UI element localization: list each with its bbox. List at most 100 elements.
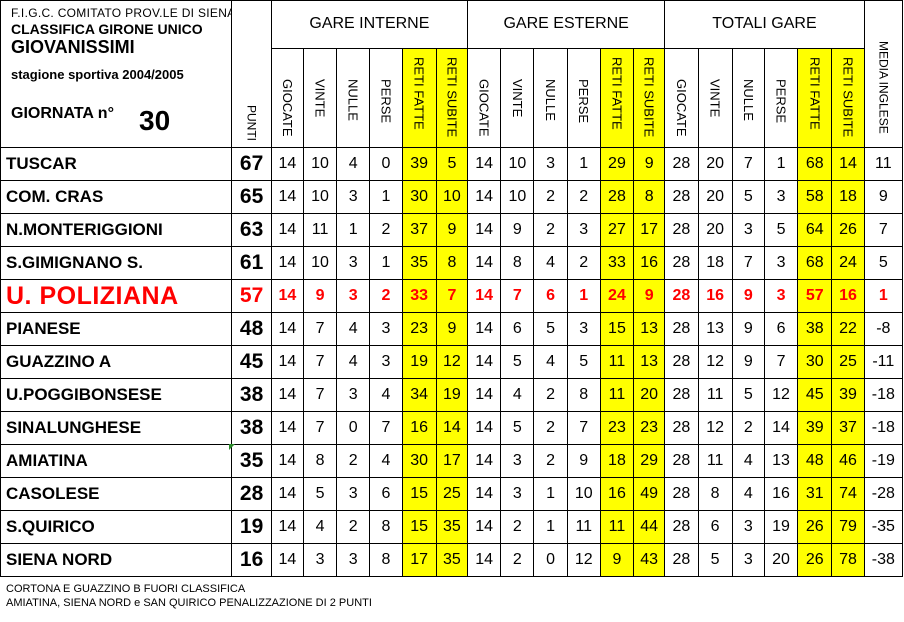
total-goals-against-cell: 24 <box>831 246 865 280</box>
total-drawn-cell: 3 <box>731 543 765 577</box>
total-won-cell: 11 <box>697 444 733 478</box>
subcolumn-label: RETI FATTE <box>609 57 625 130</box>
team-name: PIANESE <box>0 312 233 346</box>
away-goals-for-cell: 23 <box>599 411 635 445</box>
round-number: 30 <box>139 105 171 136</box>
away-won-cell: 4 <box>500 378 535 412</box>
total-drawn-cell: 4 <box>731 444 765 478</box>
total-goals-against-cell: 22 <box>831 312 865 346</box>
table-row: PIANESE 48 14 7 4 3 23 9 14 6 5 3 15 13 28 13 9 6 38 22 -8 <box>0 312 904 346</box>
home-goals-against-cell: 19 <box>435 378 469 412</box>
total-lost-cell: 13 <box>763 444 799 478</box>
total-goals-against-header: RETI SUBITE <box>831 48 865 148</box>
home-goals-against-cell: 35 <box>435 543 469 577</box>
total-played-cell: 28 <box>664 378 699 412</box>
away-drawn-cell: 2 <box>533 180 568 214</box>
home-played-cell: 14 <box>270 411 304 445</box>
standings-table: F.I.G.C. COMITATO PROV.LE DI SIENA CLASS… <box>0 0 904 577</box>
season-label: stagione sportiva 2004/2005 <box>11 67 184 82</box>
away-goals-for-cell: 27 <box>599 213 635 247</box>
total-played-cell: 28 <box>664 213 699 247</box>
away-lost-cell: 10 <box>566 477 601 511</box>
total-goals-against-cell: 78 <box>831 543 865 577</box>
away-played-cell: 14 <box>467 147 502 181</box>
away-played-cell: 14 <box>467 279 502 313</box>
away-lost-cell: 2 <box>566 180 601 214</box>
home-won-cell: 5 <box>302 477 338 511</box>
away-drawn-cell: 4 <box>533 246 568 280</box>
table-row: AMIATINA 35 14 8 2 4 30 17 14 3 2 9 18 29 28 11 4 13 48 46-… <box>0 444 904 478</box>
total-goals-against-cell: 25 <box>831 345 865 379</box>
media-cell: 1 <box>863 279 904 313</box>
away-won-header: VINTE <box>500 48 535 148</box>
away-drawn-cell: 2 <box>533 213 568 247</box>
total-played-cell: 28 <box>664 411 699 445</box>
total-won-cell: 5 <box>697 543 733 577</box>
away-goals-against-header: RETI SUBITE <box>633 48 666 148</box>
federation-label: F.I.G.C. COMITATO PROV.LE DI SIENA <box>11 6 232 20</box>
total-drawn-cell: 2 <box>731 411 765 445</box>
away-drawn-cell: 3 <box>533 147 568 181</box>
away-lost-cell: 7 <box>566 411 601 445</box>
home-played-cell: 14 <box>270 345 304 379</box>
total-won-cell: 8 <box>697 477 733 511</box>
team-points: 65 <box>231 180 272 214</box>
subcolumn-label: GIOCATE <box>279 79 295 137</box>
team-points: 35 <box>231 444 272 478</box>
away-played-cell: 14 <box>467 246 502 280</box>
away-played-cell: 14 <box>467 543 502 577</box>
points-header-label: PUNTI <box>244 105 259 141</box>
subcolumn-label: GIOCATE <box>673 79 689 137</box>
total-lost-cell: 20 <box>763 543 799 577</box>
home-goals-against-header: RETI SUBITE <box>435 48 469 148</box>
home-won-cell: 9 <box>302 279 338 313</box>
away-won-cell: 9 <box>500 213 535 247</box>
total-played-cell: 28 <box>664 543 699 577</box>
away-games-header: GARE ESTERNE <box>467 0 666 49</box>
home-goals-for-cell: 30 <box>401 180 437 214</box>
away-played-cell: 14 <box>467 213 502 247</box>
table-row: SINALUNGHESE 38 14 7 0 7 16 14 14 5 2 7 23 23 28 12 2 14 3… <box>0 411 904 445</box>
total-played-cell: 28 <box>664 345 699 379</box>
home-drawn-cell: 3 <box>336 180 371 214</box>
team-points: 38 <box>231 378 272 412</box>
away-goals-for-cell: 11 <box>599 510 635 544</box>
away-played-cell: 14 <box>467 345 502 379</box>
away-won-cell: 10 <box>500 147 535 181</box>
media-cell: -35 <box>863 510 904 544</box>
home-lost-cell: 8 <box>369 510 403 544</box>
total-played-cell: 28 <box>664 444 699 478</box>
table-row: S.QUIRICO 19 14 4 2 8 15 35 14 2 1 11 11 44 28 6 3 19 26 79… <box>0 510 904 544</box>
away-played-cell: 14 <box>467 378 502 412</box>
home-drawn-cell: 3 <box>336 279 371 313</box>
total-won-cell: 12 <box>697 345 733 379</box>
home-goals-for-cell: 39 <box>401 147 437 181</box>
home-lost-cell: 3 <box>369 312 403 346</box>
home-goals-for-cell: 16 <box>401 411 437 445</box>
total-lost-cell: 3 <box>763 246 799 280</box>
home-drawn-cell: 4 <box>336 147 371 181</box>
subcolumn-label: NULLE <box>543 79 559 121</box>
competition-label: CLASSIFICA GIRONE UNICO <box>11 21 203 37</box>
away-played-cell: 14 <box>467 510 502 544</box>
total-won-cell: 13 <box>697 312 733 346</box>
home-goals-against-cell: 9 <box>435 312 469 346</box>
away-goals-against-cell: 43 <box>633 543 666 577</box>
total-won-cell: 20 <box>697 180 733 214</box>
total-won-cell: 20 <box>697 147 733 181</box>
footer-note-out-of-standings: CORTONA E GUAZZINO B FUORI CLASSIFICA <box>6 583 246 595</box>
media-cell: -19 <box>863 444 904 478</box>
home-lost-cell: 8 <box>369 543 403 577</box>
total-goals-against-cell: 26 <box>831 213 865 247</box>
team-name: U. POLIZIANA <box>0 279 233 313</box>
table-row: S.GIMIGNANO S. 61 14 10 3 1 35 8 14 8 4 2 33 16 28 18 7 3… <box>0 246 904 280</box>
footer-note-penalty: AMIATINA, SIENA NORD e SAN QUIRICO PENAL… <box>6 597 372 609</box>
home-played-header: GIOCATE <box>270 48 304 148</box>
team-name: TUSCAR <box>0 147 233 181</box>
away-goals-for-cell: 16 <box>599 477 635 511</box>
team-points: 57 <box>231 279 272 313</box>
home-played-cell: 14 <box>270 444 304 478</box>
total-drawn-cell: 7 <box>731 246 765 280</box>
away-drawn-cell: 2 <box>533 378 568 412</box>
away-goals-for-cell: 11 <box>599 345 635 379</box>
